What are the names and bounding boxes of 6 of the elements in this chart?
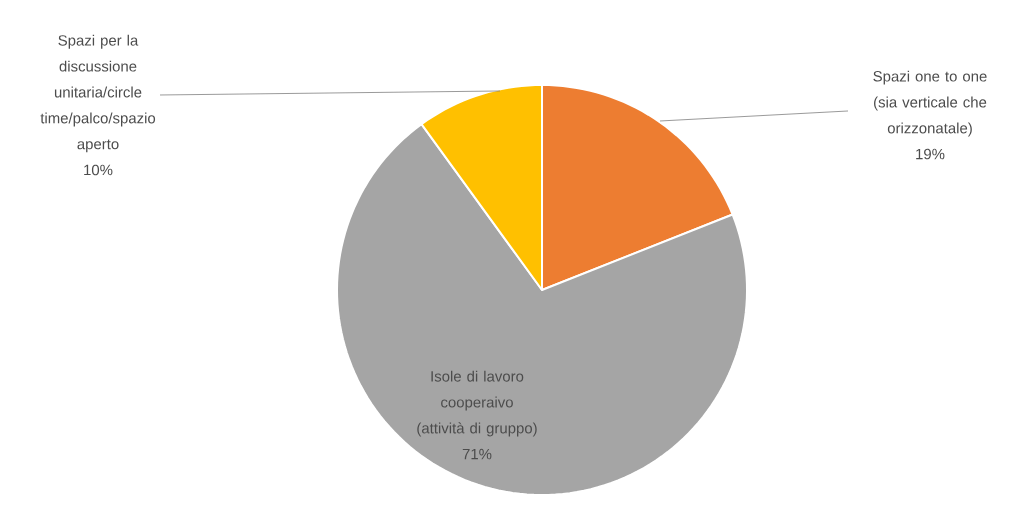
data-label: 10% xyxy=(84,164,113,176)
data-label: 19% xyxy=(916,148,945,160)
slice-label: Spazi one to one (sia verticale che orizzonatale) xyxy=(873,70,987,137)
slice-label: Spazi per la discussione unitaria/circle time/palco/spazio aperto xyxy=(40,34,156,153)
slice-label: Isole di lavoro cooperaivo (attività di gruppo) xyxy=(417,370,537,437)
data-label: 71% xyxy=(462,448,492,460)
